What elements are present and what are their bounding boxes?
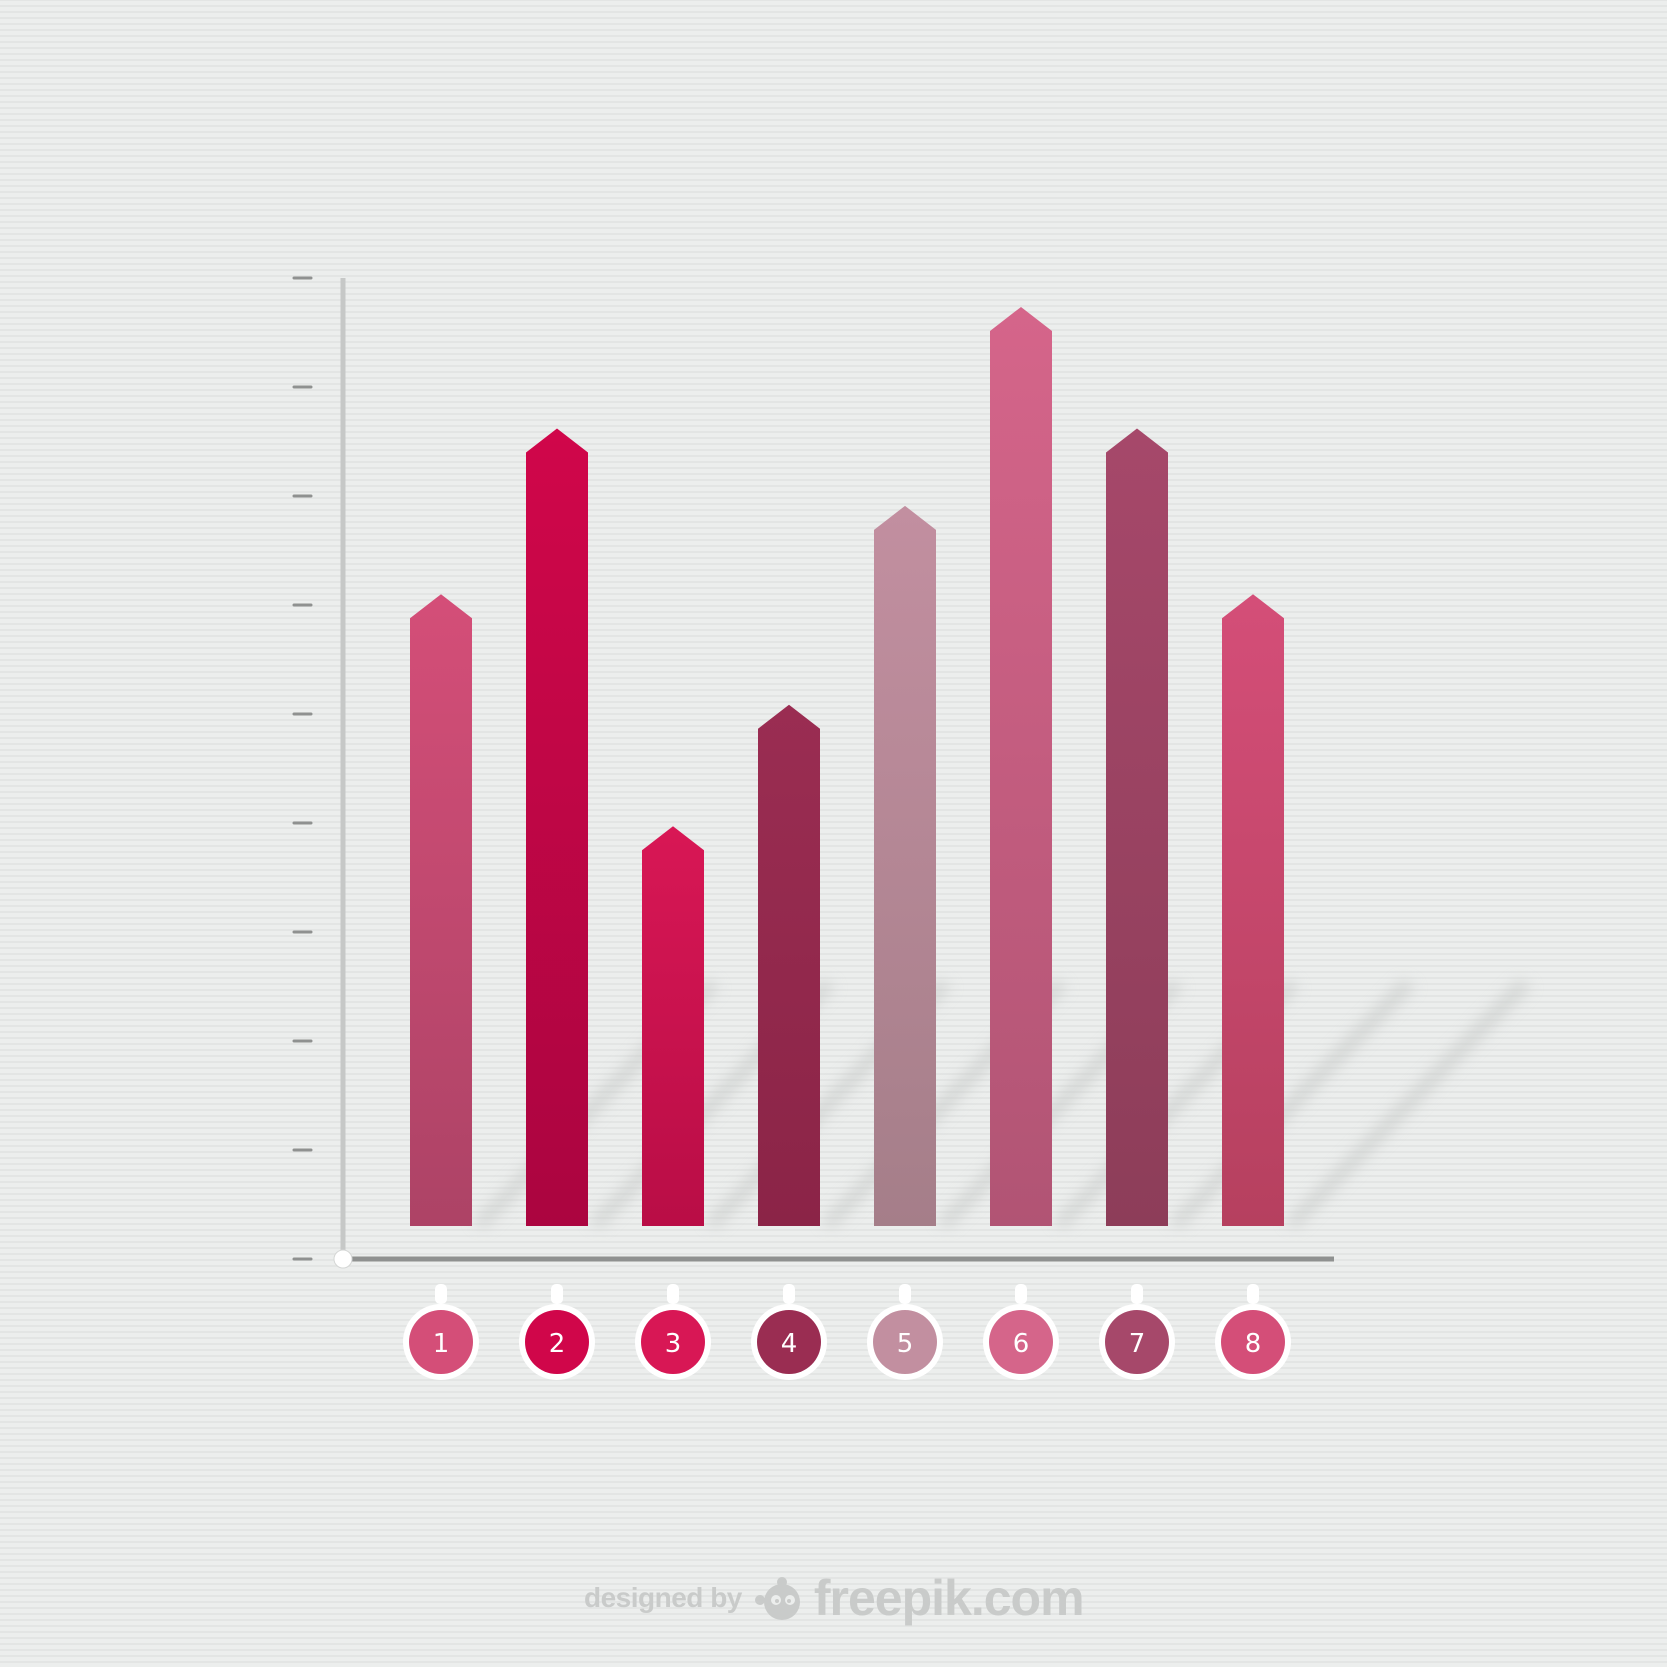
category-label: 2	[549, 1329, 566, 1359]
category-label: 4	[781, 1329, 798, 1359]
category-label: 7	[1129, 1329, 1146, 1359]
badge-connector	[551, 1284, 563, 1304]
badge-circle	[409, 1310, 473, 1374]
freepik-mascot-icon	[754, 1577, 800, 1620]
axes	[292, 276, 1334, 1269]
badge-connector	[783, 1284, 795, 1304]
bar	[874, 505, 936, 1227]
bar	[410, 594, 472, 1226]
category-label: 1	[433, 1329, 450, 1359]
bar	[1222, 594, 1284, 1226]
credit-prefix: designed by	[584, 1582, 742, 1613]
badge-circle	[757, 1310, 821, 1374]
badge-connector	[1131, 1284, 1143, 1304]
bar	[642, 826, 704, 1226]
axis-origin-dot	[333, 1249, 353, 1269]
badge-connector	[435, 1284, 447, 1304]
badge-connector	[1247, 1284, 1259, 1304]
bar	[1106, 428, 1168, 1226]
category-label: 3	[665, 1329, 682, 1359]
credit-brand: freepik.com	[813, 1570, 1085, 1626]
badge-circle	[525, 1310, 589, 1374]
bar-shadow	[1168, 979, 1416, 1228]
category-label: 8	[1245, 1329, 1262, 1359]
bar	[990, 306, 1052, 1226]
category-label: 6	[1013, 1329, 1030, 1359]
badge-connector	[1015, 1284, 1027, 1304]
category-badges: 1 2 3 4 5 6 7 8	[403, 1284, 1291, 1380]
badge-circle	[1105, 1310, 1169, 1374]
badge-connector	[899, 1284, 911, 1304]
bar-shadow	[1284, 979, 1532, 1228]
designer-credit: designed by freepik.com	[584, 1568, 1104, 1628]
badge-connector	[667, 1284, 679, 1304]
bar	[526, 428, 588, 1226]
bars	[410, 306, 1284, 1227]
badge-circle	[873, 1310, 937, 1374]
badge-circle	[989, 1310, 1053, 1374]
category-label: 5	[897, 1329, 914, 1359]
bar	[758, 704, 820, 1226]
badge-circle	[1221, 1310, 1285, 1374]
badge-circle	[641, 1310, 705, 1374]
